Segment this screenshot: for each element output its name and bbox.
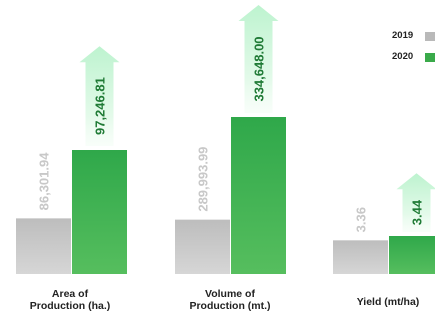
increase-arrow-1 <box>238 5 279 113</box>
increase-arrow-2 <box>396 173 435 232</box>
legend-swatch-2019 <box>425 32 435 41</box>
category-label-0: Area of Production (ha.) <box>29 288 111 312</box>
value-label-2019-0: 86,301.94 <box>37 152 52 211</box>
legend-item-2020: 2020 <box>392 51 414 62</box>
value-label-2020-0: 97,246.81 <box>93 77 108 135</box>
increase-arrow-0 <box>79 46 120 147</box>
legend-swatch-2020 <box>425 53 435 62</box>
bar-2020-2 <box>389 236 435 274</box>
value-label-2020-1: 334,648.00 <box>252 36 267 101</box>
bar-2020-1 <box>231 117 286 274</box>
value-label-2019-2: 3.36 <box>354 207 369 232</box>
bar-2019-2 <box>333 240 388 274</box>
value-label-2019-1: 289,993.99 <box>196 147 211 212</box>
category-label-2: Yield (mt/ha) <box>356 296 420 308</box>
legend-item-2019: 2019 <box>392 30 414 41</box>
category-label-1: Volume of Production (mt.) <box>189 288 271 312</box>
bar-2020-0 <box>72 150 127 274</box>
value-label-2020-2: 3.44 <box>410 199 425 225</box>
bar-2019-0 <box>16 218 71 274</box>
bar-2019-1 <box>175 219 230 274</box>
